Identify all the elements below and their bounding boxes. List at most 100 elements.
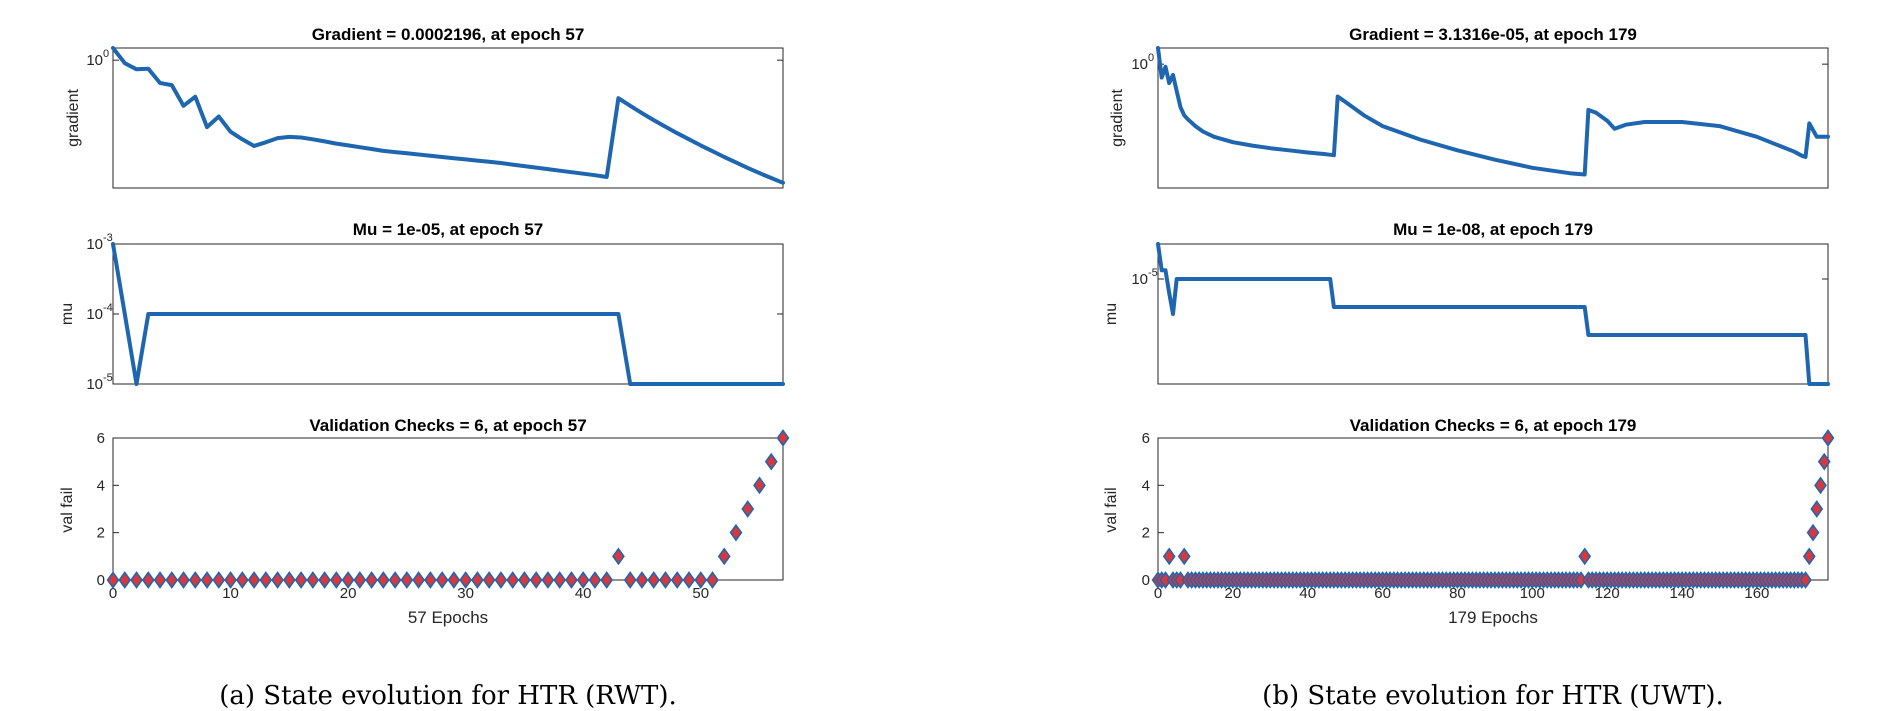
validation-a-point-35 xyxy=(518,571,531,589)
validation-a-point-16 xyxy=(294,571,308,589)
gradient-ylabel-b: gradient xyxy=(1109,89,1126,147)
validation-b-ytick-label-0: 0 xyxy=(1142,572,1150,589)
validation-axes-b xyxy=(1157,437,1829,581)
validation-a-point-52 xyxy=(717,547,731,566)
validation-b-xtick-label-2: 40 xyxy=(1299,585,1316,602)
validation-a-point-18 xyxy=(318,571,331,589)
mu-a-ytick-label-2: 10 xyxy=(86,376,103,393)
validation-a-point-50 xyxy=(694,571,708,589)
validation-a-point-44 xyxy=(623,571,637,589)
validation-a-point-31 xyxy=(471,571,484,589)
gradient-yticks-b: 10 0 xyxy=(1131,52,1828,73)
validation-b-xtick-label-6: 120 xyxy=(1595,585,1620,602)
validation-a-point-37 xyxy=(541,571,555,589)
validation-a-point-23 xyxy=(376,571,390,589)
validation-b-point-175 xyxy=(1806,523,1820,542)
caption-a: (a) State evolution for HTR (RWT). xyxy=(219,681,677,711)
validation-a-point-11 xyxy=(235,571,249,589)
gradient-b-ytick-exp-0: 0 xyxy=(1148,52,1154,64)
validation-a-point-25 xyxy=(400,571,414,589)
validation-a-point-41 xyxy=(588,571,602,589)
validation-b-point-3 xyxy=(1162,547,1176,566)
validation-b-point-7 xyxy=(1177,547,1191,566)
validation-ylabel-b: val fail xyxy=(1103,487,1120,532)
validation-b-point-177 xyxy=(1814,476,1827,495)
validation-b-xtick-label-0: 0 xyxy=(1154,585,1162,602)
validation-a-point-10 xyxy=(224,571,237,589)
mu-title-b: Mu = 1e-08, at epoch 179 xyxy=(1393,220,1593,239)
gradient-axes-a xyxy=(112,47,784,189)
caption-b: (b) State evolution for HTR (UWT). xyxy=(1262,681,1724,711)
mu-ylabel-a: mu xyxy=(59,303,76,325)
validation-title-b: Validation Checks = 6, at epoch 179 xyxy=(1350,416,1637,435)
validation-a-point-53 xyxy=(729,523,743,542)
validation-a-point-17 xyxy=(306,571,320,589)
validation-a-ytick-label-0: 0 xyxy=(97,572,105,589)
validation-a-xtick-label-5: 50 xyxy=(692,585,709,602)
validation-a-point-21 xyxy=(353,571,367,589)
validation-b-point-178 xyxy=(1817,452,1831,471)
validation-b-point-176 xyxy=(1810,500,1824,518)
validation-a-point-56 xyxy=(764,452,778,471)
validation-a-point-6 xyxy=(177,571,190,589)
validation-a-xtick-label-2: 20 xyxy=(340,585,357,602)
validation-a-point-28 xyxy=(435,571,449,589)
validation-a-point-19 xyxy=(329,571,343,589)
validation-a-point-5 xyxy=(165,571,179,589)
validation-title-a: Validation Checks = 6, at epoch 57 xyxy=(309,416,586,435)
validation-b-xtick-label-1: 20 xyxy=(1225,585,1242,602)
validation-a-point-1 xyxy=(118,571,132,589)
validation-a-point-42 xyxy=(600,571,614,589)
mu-series-b xyxy=(1156,242,1830,386)
validation-b-point-114 xyxy=(1578,547,1592,566)
mu-b-ytick-exp-0: -5 xyxy=(1148,267,1158,279)
validation-a-point-38 xyxy=(553,571,567,589)
validation-a-point-57 xyxy=(776,429,790,447)
mu-panel-b: Mu = 1e-08, at epoch 179 mu 10 -5 xyxy=(1103,220,1830,386)
validation-a-point-8 xyxy=(200,571,214,589)
validation-a-point-40 xyxy=(576,571,590,589)
validation-a-point-55 xyxy=(753,476,766,495)
validation-a-point-13 xyxy=(259,571,273,589)
gradient-axes-b xyxy=(1157,47,1829,189)
validation-a-point-22 xyxy=(365,571,378,589)
validation-a-ytick-label-1: 2 xyxy=(97,525,105,542)
validation-a-point-47 xyxy=(659,571,672,589)
validation-a-point-26 xyxy=(412,571,425,589)
mu-a-ytick-exp-2: -5 xyxy=(103,372,113,384)
validation-a-point-34 xyxy=(506,571,520,589)
validation-ylabel-a: val fail xyxy=(59,487,76,532)
validation-a-point-14 xyxy=(271,571,284,589)
validation-panel-b: Validation Checks = 6, at epoch 179 val … xyxy=(1103,416,1835,627)
validation-a-point-15 xyxy=(282,571,296,589)
validation-b-xtick-label-3: 60 xyxy=(1374,585,1391,602)
validation-a-point-48 xyxy=(670,571,684,589)
validation-a-point-33 xyxy=(494,571,508,589)
validation-b-ytick-label-1: 2 xyxy=(1142,525,1150,542)
validation-b-ytick-label-3: 6 xyxy=(1142,430,1150,447)
gradient-a-ytick-exp-0: 0 xyxy=(103,48,109,60)
validation-xlabel-b: 179 Epochs xyxy=(1448,608,1538,627)
validation-a-point-9 xyxy=(212,571,226,589)
validation-a-point-2 xyxy=(130,571,143,589)
mu-series-a xyxy=(111,242,785,386)
validation-a-point-27 xyxy=(423,571,437,589)
validation-points-b xyxy=(1151,429,1835,589)
validation-b-xtick-label-4: 80 xyxy=(1449,585,1466,602)
validation-b-ytick-label-2: 4 xyxy=(1142,477,1150,494)
validation-a-point-39 xyxy=(565,571,578,589)
mu-axes-b xyxy=(1157,243,1829,385)
validation-b-xtick-label-7: 140 xyxy=(1670,585,1695,602)
validation-axes-a xyxy=(112,437,784,581)
mu-a-ytick-label-0: 10 xyxy=(86,236,103,253)
validation-a-point-0 xyxy=(106,571,120,589)
validation-xlabel-a: 57 Epochs xyxy=(408,608,488,627)
validation-points-a xyxy=(106,429,790,589)
validation-a-ytick-label-3: 6 xyxy=(97,430,105,447)
validation-a-point-3 xyxy=(141,571,155,589)
validation-a-xtick-label-0: 0 xyxy=(109,585,117,602)
validation-a-point-54 xyxy=(741,500,755,518)
validation-a-point-32 xyxy=(482,571,496,589)
